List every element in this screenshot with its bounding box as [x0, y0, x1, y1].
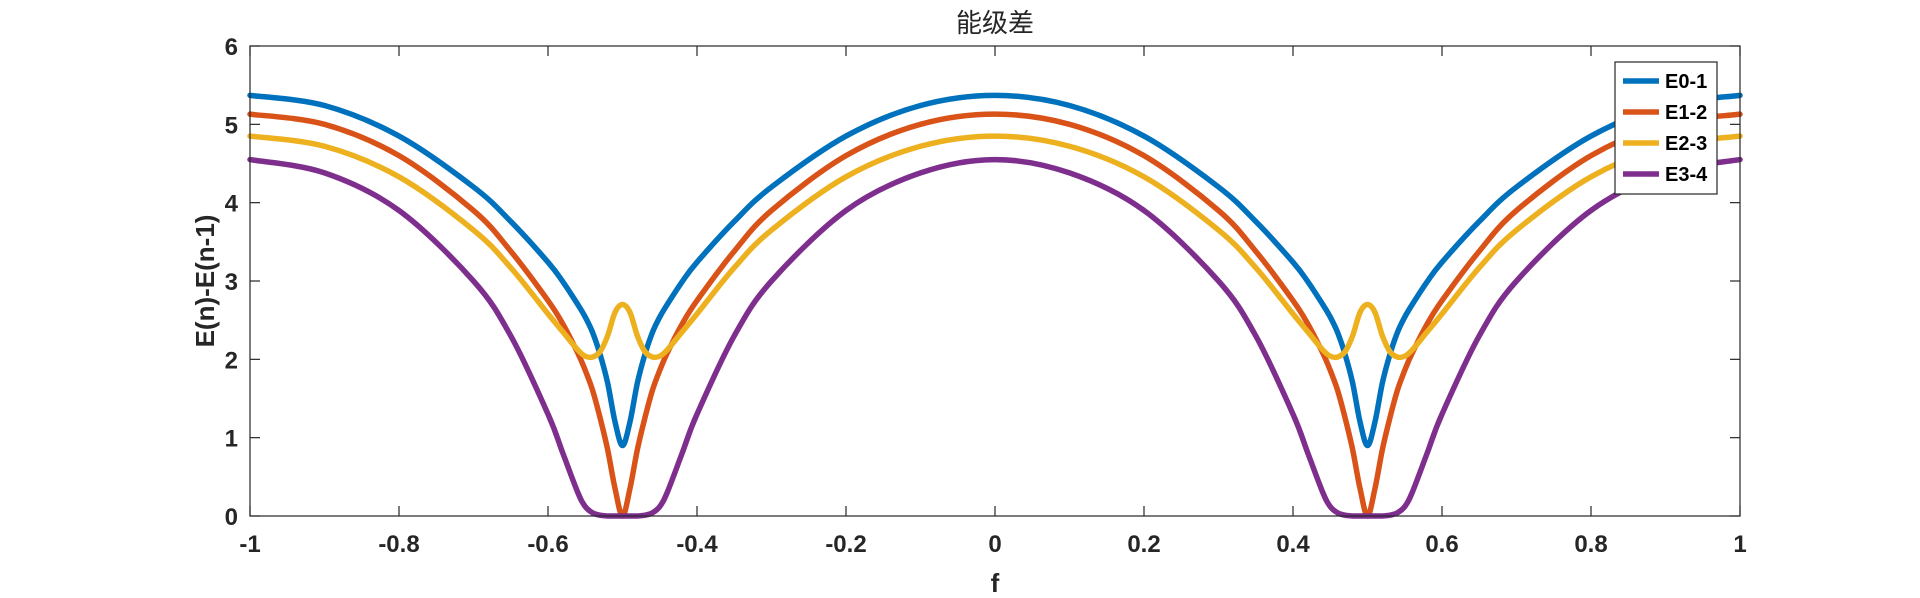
y-tick-label: 1: [225, 426, 238, 453]
x-tick-label: 0.6: [1425, 531, 1458, 558]
y-axis: 0 1 2 3 4 5 6: [225, 34, 1740, 531]
y-axis-label: E(n)-E(n-1): [190, 215, 220, 348]
legend-label: E1-2: [1665, 102, 1707, 124]
legend-label: E2-3: [1665, 133, 1707, 155]
chart-title: 能级差: [956, 9, 1034, 39]
x-tick-label: 0.4: [1276, 531, 1310, 558]
legend-label: E3-4: [1665, 164, 1708, 186]
x-tick-label: -0.8: [378, 531, 419, 558]
legend: E0-1 E1-2 E2-3 E3-4: [1614, 61, 1718, 195]
series-line-e2-3: [247, 133, 1743, 361]
plot-curves: [247, 92, 1743, 519]
y-tick-label: 3: [225, 269, 238, 296]
y-tick-label: 2: [225, 347, 238, 374]
series-line-e3-4: [247, 156, 1743, 519]
legend-label: E0-1: [1665, 71, 1707, 93]
x-tick-label: -1: [239, 531, 260, 558]
y-tick-label: 4: [225, 191, 239, 218]
series-line-e0-1: [247, 92, 1743, 449]
x-tick-label: 1: [1733, 531, 1746, 558]
y-tick-label: 5: [225, 112, 238, 139]
x-axis: -1 -0.8 -0.6 -0.4 -0.2 0 0.2 0.4 0.6 0.8 1: [239, 46, 1747, 558]
x-tick-label: -0.2: [825, 531, 866, 558]
x-tick-label: -0.6: [527, 531, 568, 558]
x-tick-label: 0.2: [1127, 531, 1160, 558]
x-tick-label: 0: [988, 531, 1001, 558]
x-tick-label: 0.8: [1574, 531, 1607, 558]
y-tick-label: 6: [225, 34, 238, 61]
x-tick-label: -0.4: [676, 531, 718, 558]
x-axis-label: f: [991, 568, 1000, 598]
series-line-e1-2: [247, 111, 1743, 519]
plot-background: [250, 46, 1740, 516]
y-tick-label: 0: [225, 504, 238, 531]
